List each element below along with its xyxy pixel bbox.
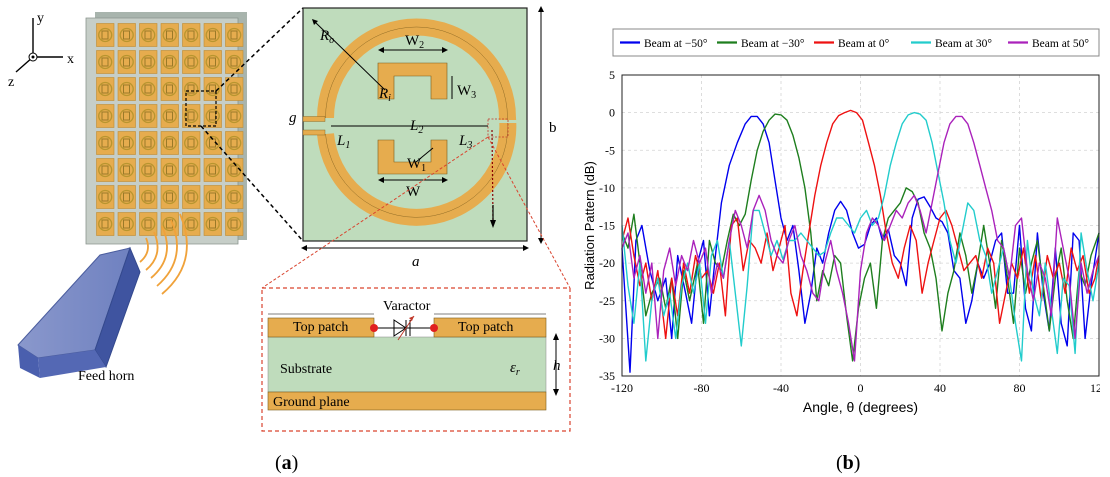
top-patch-left-label: Top patch	[293, 320, 348, 335]
x-tick-label: -40	[773, 381, 789, 395]
legend-label-4: Beam at 50°	[1032, 38, 1089, 50]
y-tick-label: -20	[599, 256, 615, 270]
axis-y-label: y	[37, 11, 44, 26]
x-tick-label: 0	[858, 381, 864, 395]
series-line-4	[621, 115, 1100, 362]
y-tick-label: 0	[609, 106, 615, 120]
x-tick-label: -120	[611, 381, 633, 395]
feed-horn: Feed horn	[17, 213, 188, 384]
legend-label-2: Beam at 0°	[838, 38, 890, 50]
x-tick-label: -80	[694, 381, 710, 395]
wave-arcs	[139, 213, 188, 295]
series-line-0	[621, 115, 1100, 373]
label-Ri: Ri	[378, 86, 391, 104]
y-tick-label: -10	[599, 181, 615, 195]
label-W: W	[406, 184, 421, 200]
label-L1: L1	[336, 133, 350, 151]
top-patch-right-label: Top patch	[458, 320, 513, 335]
legend-label-1: Beam at −30°	[741, 38, 805, 50]
y-tick-label: -15	[599, 219, 615, 233]
axes-triad: y x z	[8, 11, 74, 90]
x-tick-label: 120	[1090, 381, 1100, 395]
array-unit-cells	[95, 22, 246, 238]
x-axis-label: Angle, θ (degrees)	[803, 399, 918, 415]
y-tick-label: -25	[599, 294, 615, 308]
metasurface-array	[85, 12, 247, 245]
substrate-label: Substrate	[280, 362, 332, 377]
label-Ro: Ro	[319, 28, 334, 46]
series-line-3	[621, 111, 1100, 362]
y-tick-label: -30	[599, 331, 615, 345]
series-line-2	[621, 109, 1100, 340]
axis-x-label: x	[67, 52, 74, 67]
radiation-pattern-chart: Beam at −50° Beam at −30° Beam at 0° Beam a…	[582, 28, 1100, 415]
cross-section-diagram: Varactor Top patch Top patch Substrate ε…	[261, 287, 571, 432]
epsilon-r-label: εr	[510, 360, 520, 378]
label-W1: W1	[407, 156, 426, 174]
h-label: h	[553, 358, 561, 374]
legend-label-3: Beam at 30°	[935, 38, 992, 50]
panel-a-figure: y x z Feed horn	[8, 6, 571, 432]
panel-a-label: (a)	[275, 452, 299, 474]
label-a: a	[412, 254, 420, 270]
panel-b-label: (b)	[836, 452, 861, 474]
y-tick-label: -35	[599, 369, 615, 383]
legend-label-0: Beam at −50°	[644, 38, 708, 50]
x-tick-label: 40	[934, 381, 946, 395]
x-tick-label: 80	[1014, 381, 1026, 395]
label-L3: L3	[458, 133, 472, 151]
unit-cell-diagram: Ro Ri W2 W3 W1 W L1 L2 L3 g a b	[289, 6, 557, 270]
label-W3: W3	[457, 83, 476, 101]
label-b: b	[549, 120, 557, 136]
y-tick-label: 5	[609, 68, 615, 82]
axis-z-label: z	[8, 75, 14, 90]
y-axis-label: Radiation Pattern (dB)	[582, 161, 597, 290]
varactor-label: Varactor	[383, 299, 431, 314]
feed-horn-label: Feed horn	[78, 369, 134, 384]
label-g: g	[289, 110, 297, 126]
label-W2: W2	[405, 33, 424, 51]
ground-plane-label: Ground plane	[273, 395, 350, 410]
y-tick-label: -5	[605, 143, 615, 157]
plot-frame	[621, 74, 1100, 377]
label-L2: L2	[409, 118, 423, 136]
